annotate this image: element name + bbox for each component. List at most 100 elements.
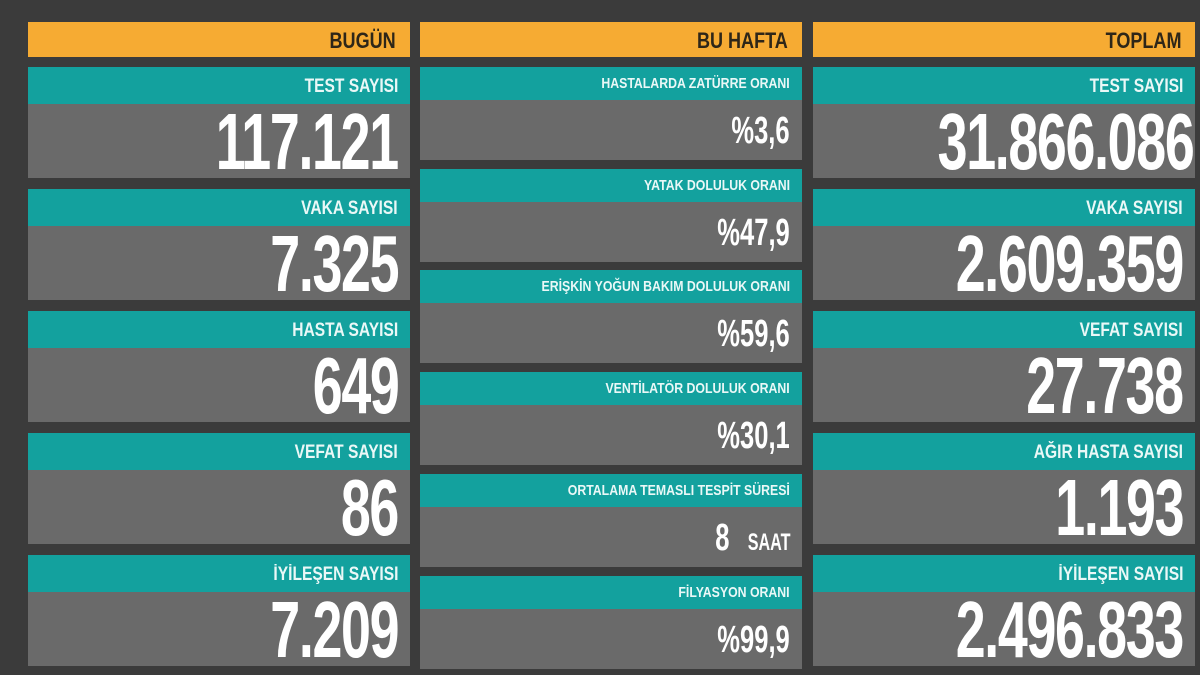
stat-label-text: VAKA SAYISI xyxy=(301,198,398,219)
column-bugu-n: BUGÜN TEST SAYISI 117.121 VAKA SAYISI 7.32… xyxy=(28,22,410,666)
stat-value: %30,1 xyxy=(420,405,802,466)
stat-label: AĞIR HASTA SAYISI xyxy=(813,433,1195,470)
stat-value-wrap: 7.209 xyxy=(242,592,399,666)
stat-value-wrap: 1.193 xyxy=(1027,470,1184,544)
stat-label: VAKA SAYISI xyxy=(813,189,1195,226)
stat-value: 86 xyxy=(28,470,410,544)
stat-label: İYİLEŞEN SAYISI xyxy=(28,555,410,592)
stat-value-wrap: %3,6 xyxy=(719,100,790,160)
stat-value-text: %47,9 xyxy=(717,211,790,254)
stat-label: VAKA SAYISI xyxy=(28,189,410,226)
stat-card-i-yi-les-en-sayisi: İYİLEŞEN SAYISI 7.209 xyxy=(28,555,410,666)
stat-value-text: %59,6 xyxy=(717,313,790,356)
stat-label: TEST SAYISI xyxy=(813,67,1195,104)
stat-label-text: VEFAT SAYISI xyxy=(1079,320,1183,341)
stat-value-text: %99,9 xyxy=(717,618,790,661)
stat-label-text: VEFAT SAYISI xyxy=(294,442,398,463)
stat-value-text: 86 xyxy=(340,470,399,544)
stat-value-wrap: %99,9 xyxy=(702,609,790,669)
stat-label: VEFAT SAYISI xyxy=(28,433,410,470)
stat-label: FİLYASYON ORANI xyxy=(420,575,802,609)
stat-card-ag-ir-hasta-sayisi: AĞIR HASTA SAYISI 1.193 xyxy=(813,433,1195,544)
stat-card-hasta-sayisi: HASTA SAYISI 649 xyxy=(28,311,410,422)
stat-value: %3,6 xyxy=(420,100,802,160)
stat-value-text: 31.866.086 xyxy=(937,104,1195,178)
stat-value-text: 7.209 xyxy=(270,592,399,666)
stat-value-text: 117.121 xyxy=(215,104,399,178)
stat-value: 31.866.086 xyxy=(813,104,1195,178)
stat-value-wrap: 31.866.086 xyxy=(881,104,1195,178)
stat-value: %47,9 xyxy=(420,201,802,262)
stat-value: 27.738 xyxy=(813,348,1195,422)
stat-label-text: ORTALAMA TEMASLI TESPİT SÜRESİ xyxy=(567,481,790,499)
stat-card-vaka-sayisi: VAKA SAYISI 2.609.359 xyxy=(813,189,1195,300)
stat-label-text: İYİLEŞEN SAYISI xyxy=(273,564,398,585)
stat-value-wrap: 2.609.359 xyxy=(906,226,1185,300)
stat-card-ortalama-temasli-tespi-t-su-resi: ORTALAMA TEMASLI TESPİT SÜRESİ 8 SAAT xyxy=(420,473,802,567)
stat-label: HASTA SAYISI xyxy=(28,311,410,348)
stat-value: 7.209 xyxy=(28,592,410,666)
stat-label-text: İYİLEŞEN SAYISI xyxy=(1058,564,1183,585)
stat-label: ORTALAMA TEMASLI TESPİT SÜRESİ xyxy=(420,473,802,507)
stat-card-yatak-doluluk-orani: YATAK DOLULUK ORANI %47,9 xyxy=(420,168,802,262)
stat-value-wrap: %47,9 xyxy=(702,202,790,262)
stat-value-wrap: 7.325 xyxy=(242,226,399,300)
stat-value-text: 1.193 xyxy=(1055,470,1184,544)
stat-value-text: 2.609.359 xyxy=(955,226,1185,300)
stat-value: 1.193 xyxy=(813,470,1195,544)
stat-card-vefat-sayisi: VEFAT SAYISI 27.738 xyxy=(813,311,1195,422)
column-header: TOPLAM xyxy=(813,22,1195,57)
stat-card-i-yi-les-en-sayisi: İYİLEŞEN SAYISI 2.496.833 xyxy=(813,555,1195,666)
stat-value-text: 2.496.833 xyxy=(955,592,1185,666)
stat-value-text: 8 xyxy=(715,516,730,559)
stat-value: 649 xyxy=(28,348,410,422)
stat-value-wrap: 27.738 xyxy=(992,348,1185,422)
stat-value-wrap: 2.496.833 xyxy=(906,592,1185,666)
stat-label-text: HASTALARDA ZATÜRRE ORANI xyxy=(601,75,790,92)
stat-card-vefat-sayisi: VEFAT SAYISI 86 xyxy=(28,433,410,544)
stat-card-vaka-sayisi: VAKA SAYISI 7.325 xyxy=(28,189,410,300)
column-title: BUGÜN xyxy=(329,28,396,53)
stat-label: ERİŞKİN YOĞUN BAKIM DOLULUK ORANI xyxy=(420,270,802,304)
stat-value-wrap: 86 xyxy=(328,470,399,544)
stat-value-text: 649 xyxy=(312,348,399,422)
stat-value: 7.325 xyxy=(28,226,410,300)
stat-card-test-sayisi: TEST SAYISI 117.121 xyxy=(28,67,410,178)
stat-label-text: TEST SAYISI xyxy=(1089,76,1183,97)
stat-label-text: VENTİLATÖR DOLULUK ORANI xyxy=(605,380,790,398)
stat-label-text: YATAK DOLULUK ORANI xyxy=(643,176,790,194)
stat-card-venti-lato-r-doluluk-orani: VENTİLATÖR DOLULUK ORANI %30,1 xyxy=(420,372,802,466)
stat-value: %59,6 xyxy=(420,303,802,364)
stat-card-fi-lyasyon-orani: FİLYASYON ORANI %99,9 xyxy=(420,575,802,669)
stat-value-text: %3,6 xyxy=(731,110,790,152)
stat-value-text: %30,1 xyxy=(717,415,790,458)
stat-label-text: TEST SAYISI xyxy=(304,76,398,97)
stat-value-wrap: %59,6 xyxy=(702,303,790,363)
stat-label: VENTİLATÖR DOLULUK ORANI xyxy=(420,372,802,406)
stat-card-test-sayisi: TEST SAYISI 31.866.086 xyxy=(813,67,1195,178)
column-bu-hafta: BU HAFTA HASTALARDA ZATÜRRE ORANI %3,6 YAT… xyxy=(420,22,802,669)
stat-label-text: ERİŞKİN YOĞUN BAKIM DOLULUK ORANI xyxy=(541,278,790,296)
stat-value: 2.496.833 xyxy=(813,592,1195,666)
column-title: BU HAFTA xyxy=(697,28,788,53)
stat-label: VEFAT SAYISI xyxy=(813,311,1195,348)
stat-value-wrap: 8 SAAT xyxy=(712,507,790,567)
stat-value-text: 27.738 xyxy=(1026,348,1185,422)
stat-unit: SAAT xyxy=(747,528,790,556)
stat-label-text: VAKA SAYISI xyxy=(1086,198,1183,219)
stat-value: 2.609.359 xyxy=(813,226,1195,300)
stat-label: İYİLEŞEN SAYISI xyxy=(813,555,1195,592)
stat-value: %99,9 xyxy=(420,608,802,669)
stat-label: YATAK DOLULUK ORANI xyxy=(420,168,802,202)
column-title: TOPLAM xyxy=(1105,28,1181,53)
stat-value-wrap: 649 xyxy=(293,348,399,422)
stat-value: 117.121 xyxy=(28,104,410,178)
column-header: BU HAFTA xyxy=(420,22,802,57)
stat-value-wrap: 117.121 xyxy=(176,104,399,178)
stat-card-hastalarda-zatu-rre-orani: HASTALARDA ZATÜRRE ORANI %3,6 xyxy=(420,67,802,160)
stat-card-eri-s-ki-n-yog-un-bakim-doluluk-orani: ERİŞKİN YOĞUN BAKIM DOLULUK ORANI %59,6 xyxy=(420,270,802,364)
column-header: BUGÜN xyxy=(28,22,410,57)
stat-label: HASTALARDA ZATÜRRE ORANI xyxy=(420,67,802,100)
column-toplam: TOPLAM TEST SAYISI 31.866.086 VAKA SAYISI … xyxy=(813,22,1195,666)
stat-value: 8 SAAT xyxy=(420,506,802,567)
